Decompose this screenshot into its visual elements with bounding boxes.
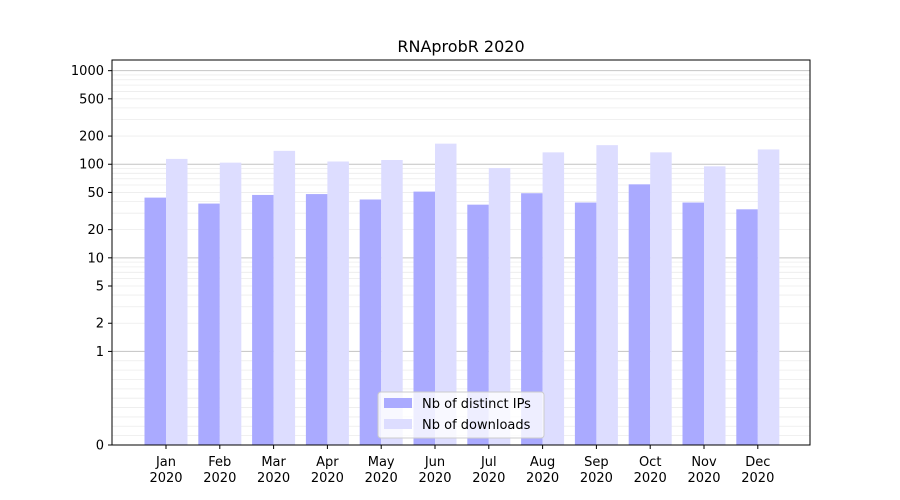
bar-distinct-ips — [628, 184, 651, 445]
x-tick-label: Jul 2020 — [472, 455, 505, 486]
bar-distinct-ips — [413, 191, 435, 445]
legend-label: Nb of downloads — [422, 418, 531, 433]
bar-distinct-ips — [198, 203, 220, 445]
x-tick-label: May 2020 — [365, 455, 398, 486]
y-tick-label: 1 — [96, 345, 104, 360]
bar-distinct-ips — [682, 202, 704, 445]
x-tick-label: Apr 2020 — [311, 455, 344, 486]
y-tick-label: 200 — [79, 130, 104, 145]
bar-distinct-ips — [252, 194, 274, 445]
x-tick-label: Mar 2020 — [257, 455, 290, 486]
bar-downloads — [327, 161, 349, 445]
bar-downloads — [757, 149, 780, 445]
x-tick-label: Nov 2020 — [687, 455, 720, 486]
y-axis: 0 1 2 5 10 20 50 100 200 500 1000 — [71, 64, 112, 454]
bar-distinct-ips — [467, 204, 489, 445]
y-tick-label: 1000 — [71, 64, 104, 79]
y-tick-label: 20 — [87, 223, 104, 238]
bar-downloads — [650, 152, 672, 445]
legend-box — [377, 391, 545, 439]
x-tick-label: Oct 2020 — [634, 455, 667, 486]
y-tick-label: 500 — [79, 92, 104, 107]
x-tick-label: Dec 2020 — [741, 455, 774, 486]
bar-downloads — [381, 160, 403, 445]
plot-area-frame — [111, 59, 811, 446]
x-tick-label: Sep 2020 — [580, 455, 613, 486]
bar-downloads — [488, 168, 511, 445]
bars — [144, 143, 780, 446]
y-tick-label: 100 — [79, 158, 104, 173]
x-tick-label: Aug 2020 — [526, 455, 559, 486]
bar-downloads — [219, 162, 242, 445]
y-tick-label: 0 — [96, 439, 104, 454]
bar-distinct-ips — [736, 209, 758, 445]
bar-distinct-ips — [359, 199, 382, 445]
legend-swatch — [384, 419, 412, 429]
y-tick-label: 5 — [96, 280, 104, 295]
x-axis: Jan 2020 Feb 2020 Mar 2020 Apr 2020 May 2020 Jun 20… — [149, 445, 774, 486]
bar-downloads — [166, 158, 188, 446]
x-tick-label: Jan 2020 — [149, 455, 182, 486]
bar-downloads — [542, 152, 565, 445]
legend-swatch — [384, 398, 412, 408]
y-tick-label: 10 — [87, 251, 104, 266]
y-tick-label: 50 — [87, 186, 104, 201]
bar-distinct-ips — [144, 197, 166, 445]
y-tick-label: 2 — [96, 317, 104, 332]
chart-title: RNAprobR 2020 — [397, 37, 524, 56]
bar-distinct-ips — [521, 193, 543, 445]
bar-downloads — [435, 143, 457, 445]
bar-distinct-ips — [305, 194, 328, 445]
x-tick-label: Jun 2020 — [418, 455, 451, 486]
bar-distinct-ips — [574, 202, 597, 445]
bar-downloads — [704, 166, 726, 445]
bar-downloads — [273, 150, 296, 445]
legend-label: Nb of distinct IPs — [422, 397, 531, 412]
bar-downloads — [596, 145, 618, 445]
legend: Nb of distinct IPs Nb of downloads — [377, 391, 545, 439]
x-tick-label: Feb 2020 — [203, 455, 236, 486]
